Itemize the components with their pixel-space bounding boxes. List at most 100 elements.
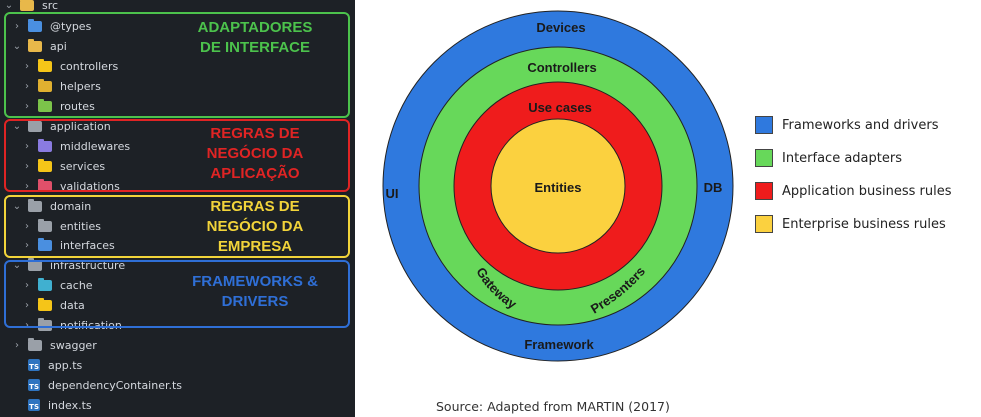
folder-icon [28, 198, 42, 212]
chevron-down-icon: ⌄ [4, 0, 14, 11]
chevron-right-icon: › [25, 160, 29, 172]
chevron-right-icon: › [25, 60, 29, 72]
tree-item[interactable]: › controllers [22, 56, 118, 76]
tree-item[interactable]: ⌄ domain [12, 196, 91, 216]
ring-enterprise-business-rules [490, 118, 626, 254]
legend-swatch [755, 116, 773, 134]
tree-item-label: helpers [60, 79, 101, 93]
tree-item-label: routes [60, 99, 95, 113]
tree-item-label: domain [50, 199, 92, 213]
tree-item-label: middlewares [60, 139, 131, 153]
tree-item-label: @types [50, 19, 92, 33]
label-db: DB [704, 180, 723, 195]
tree-item[interactable]: › middlewares [22, 136, 130, 156]
layer-box-label: REGRAS DE NEGÓCIO DA APLICAÇÃO [206, 125, 304, 182]
typescript-file-icon: TS [28, 399, 40, 411]
tree-item-label: notification [60, 318, 122, 332]
chevron-down-icon: ⌄ [12, 120, 22, 132]
tree-item-label: interfaces [60, 238, 115, 252]
folder-icon [38, 297, 52, 311]
tree-item[interactable]: › entities [22, 216, 101, 236]
chevron-right-icon: › [25, 100, 29, 112]
tree-item-label: services [60, 159, 106, 173]
chevron-down-icon: ⌄ [12, 40, 22, 52]
folder-icon [28, 257, 42, 271]
tree-item-label: api [50, 39, 67, 53]
tree-item[interactable]: › validations [22, 176, 120, 196]
label-controllers: Controllers [527, 60, 596, 75]
legend-item: Enterprise business rules [755, 213, 946, 235]
tree-item[interactable]: › cache [22, 275, 93, 295]
tree-item[interactable]: › data [22, 295, 85, 315]
tree-item-label: application [50, 119, 111, 133]
source-caption: Source: Adapted from MARTIN (2017) [436, 399, 670, 414]
tree-item-label: cache [60, 278, 93, 292]
chevron-down-icon: ⌄ [12, 259, 22, 271]
tree-item-label: entities [60, 219, 101, 233]
folder-icon [38, 218, 52, 232]
tree-item-label: controllers [60, 59, 119, 73]
label-ui: UI [386, 186, 399, 201]
chevron-right-icon: › [25, 80, 29, 92]
chevron-right-icon: › [25, 299, 29, 311]
layer-box-label: FRAMEWORKS & DRIVERS [192, 273, 318, 310]
legend-swatch [755, 182, 773, 200]
tree-item-label: index.ts [48, 398, 92, 412]
folder-icon [28, 38, 42, 52]
folder-open-icon [20, 0, 34, 11]
legend-label: Interface adapters [782, 150, 902, 166]
chevron-right-icon: › [25, 279, 29, 291]
legend-swatch [755, 215, 773, 233]
tree-item[interactable]: › routes [22, 96, 95, 116]
layer-box [4, 260, 350, 328]
legend-label: Application business rules [782, 183, 952, 199]
folder-icon [38, 178, 52, 192]
chevron-right-icon: › [25, 180, 29, 192]
folder-icon [38, 158, 52, 172]
tree-item[interactable]: › services [22, 156, 105, 176]
layer-box [4, 195, 350, 258]
label-framework: Framework [524, 337, 594, 352]
chevron-right-icon: › [15, 20, 19, 32]
typescript-file-icon: TS [28, 359, 40, 371]
legend-label: Enterprise business rules [782, 216, 946, 232]
chevron-right-icon: › [25, 140, 29, 152]
folder-icon [38, 277, 52, 291]
chevron-right-icon: › [15, 339, 19, 351]
label-devices: Devices [536, 20, 585, 35]
folder-icon [38, 98, 52, 112]
tree-item[interactable]: TS dependencyContainer.ts [12, 375, 182, 395]
legend-item: Interface adapters [755, 147, 902, 169]
folder-icon [38, 138, 52, 152]
tree-item[interactable]: ⌄ api [12, 36, 67, 56]
tree-item-label: validations [60, 179, 120, 193]
layer-box [4, 119, 350, 192]
folder-icon [38, 78, 52, 92]
chevron-right-icon: › [25, 319, 29, 331]
tree-item-label: dependencyContainer.ts [48, 378, 183, 392]
folder-icon [38, 58, 52, 72]
layer-box-label: REGRAS DE NEGÓCIO DA EMPRESA [206, 198, 304, 255]
tree-item[interactable]: › notification [22, 315, 122, 335]
label-use-cases: Use cases [528, 100, 592, 115]
chevron-right-icon: › [25, 239, 29, 251]
folder-icon [28, 337, 42, 351]
chevron-down-icon: ⌄ [12, 200, 22, 212]
tree-item[interactable]: TS index.ts [12, 395, 92, 415]
tree-item-label: swagger [50, 338, 97, 352]
layer-box-label: ADAPTADORES DE INTERFACE [197, 19, 313, 56]
tree-item[interactable]: › swagger [12, 335, 97, 355]
tree-item[interactable]: › @types [12, 16, 91, 36]
tree-root-src[interactable]: ⌄ src [4, 0, 58, 15]
label-entities: Entities [535, 180, 582, 195]
chevron-right-icon: › [25, 220, 29, 232]
legend-swatch [755, 149, 773, 167]
legend-item: Application business rules [755, 180, 952, 202]
legend-label: Frameworks and drivers [782, 117, 939, 133]
tree-item[interactable]: › helpers [22, 76, 101, 96]
legend-item: Frameworks and drivers [755, 114, 938, 136]
typescript-file-icon: TS [28, 379, 40, 391]
tree-item[interactable]: TS app.ts [12, 355, 82, 375]
tree-item[interactable]: › interfaces [22, 235, 115, 255]
